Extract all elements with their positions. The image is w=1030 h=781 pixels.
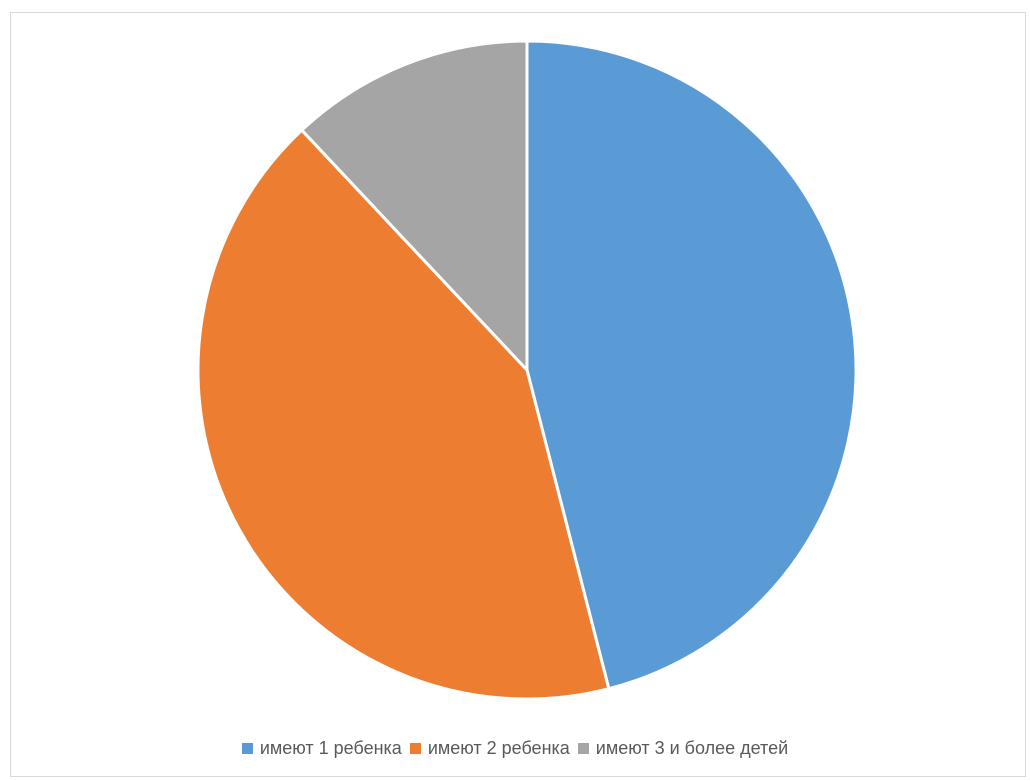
legend-label-1: имеют 1 ребенка <box>259 738 402 758</box>
legend-swatch-3 <box>577 743 589 754</box>
legend: имеют 1 ребенка имеют 2 ребенка имеют 3 … <box>0 738 1030 759</box>
legend-label-2: имеют 2 ребенка <box>427 738 570 758</box>
legend-swatch-2 <box>409 743 421 754</box>
pie-slice-3 <box>300 39 529 372</box>
pie-slice-2 <box>196 128 611 701</box>
legend-item-3: имеют 3 и более детей <box>577 738 789 759</box>
legend-label-3: имеют 3 и более детей <box>595 738 789 758</box>
legend-item-2: имеют 2 ребенка <box>409 738 570 759</box>
pie-slice-1 <box>525 39 858 691</box>
legend-item-1: имеют 1 ребенка <box>241 738 402 759</box>
legend-swatch-1 <box>241 743 253 754</box>
